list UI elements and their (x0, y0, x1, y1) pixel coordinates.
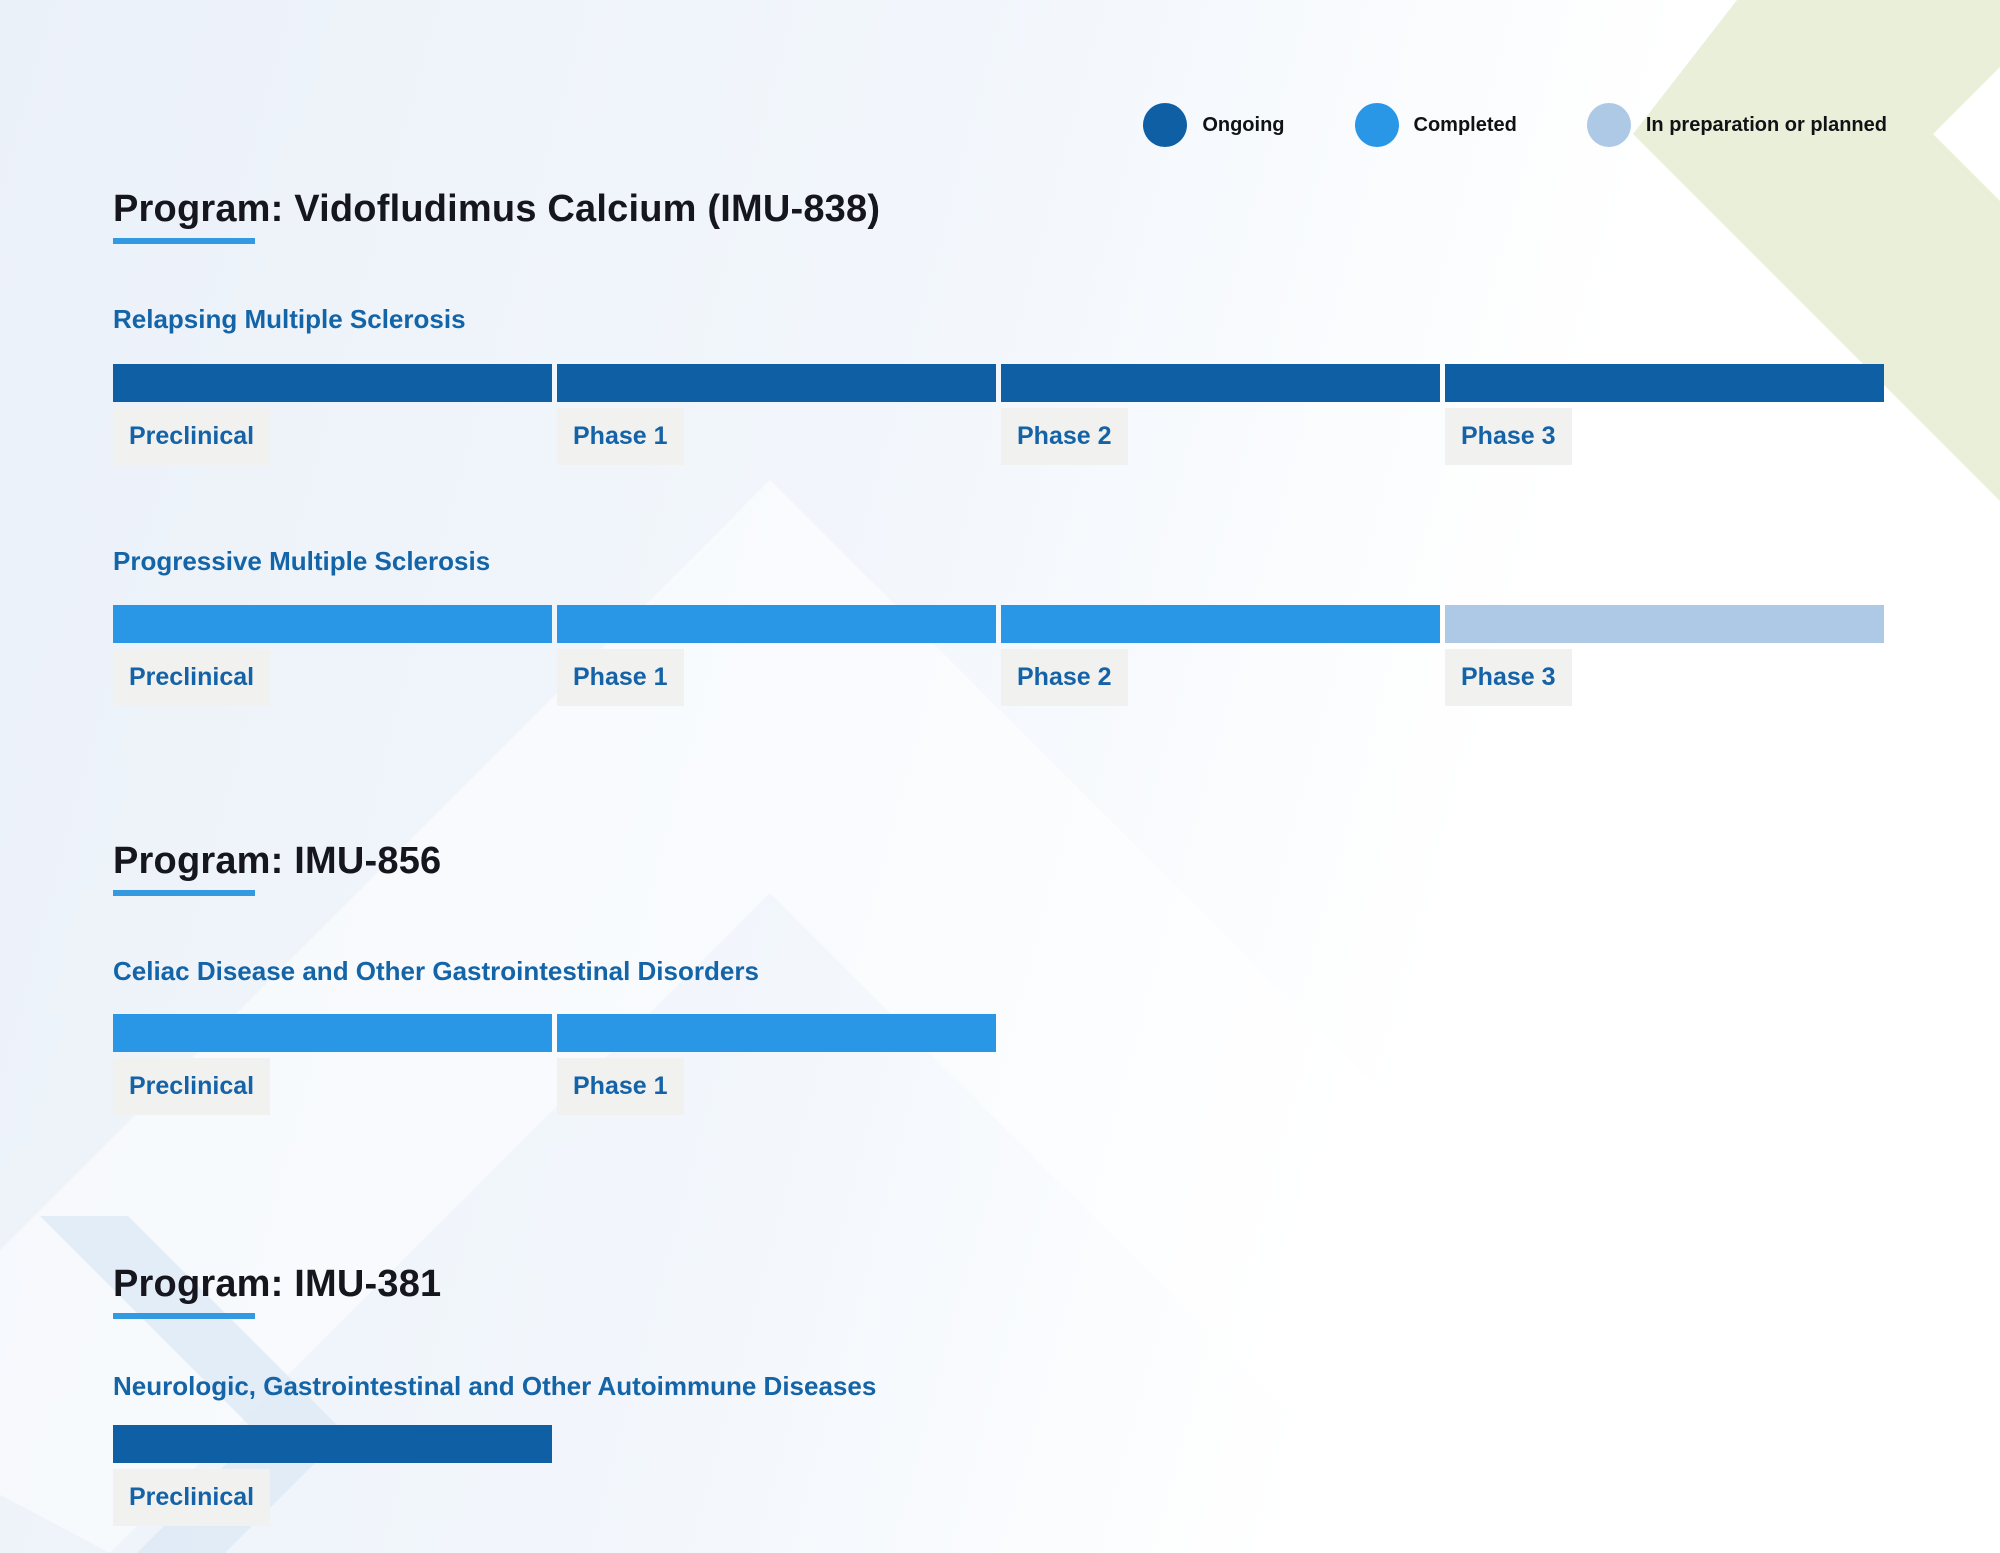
legend: Ongoing Completed In preparation or plan… (1143, 103, 1887, 147)
phase-bar (1001, 364, 1440, 402)
phase-row-celiac: Preclinical Phase 1 (113, 1014, 1884, 1115)
phase-label-badge: Preclinical (113, 1058, 271, 1115)
phase-label-badge: Phase 1 (557, 408, 684, 465)
indication-progressive-ms: Progressive Multiple Sclerosis (113, 546, 491, 576)
phase-cell: Preclinical (113, 1014, 552, 1115)
phase-cell: Preclinical (113, 1425, 552, 1526)
phase-label-badge: Preclinical (113, 408, 271, 465)
phase-cell-empty (1001, 1425, 1440, 1526)
phase-bar (1001, 605, 1440, 643)
phase-label-badge: Phase 3 (1445, 408, 1572, 465)
phase-bar (1445, 605, 1884, 643)
phase-label: Phase 1 (573, 1072, 668, 1100)
phase-label: Phase 2 (1017, 663, 1112, 691)
phase-bar (113, 1014, 552, 1052)
phase-cell: Phase 3 (1445, 605, 1884, 706)
legend-label-ongoing: Ongoing (1202, 113, 1285, 136)
phase-label: Phase 2 (1017, 422, 1112, 450)
phase-cell-empty (1445, 1014, 1884, 1115)
phase-cell: Phase 1 (557, 1014, 996, 1115)
legend-item-completed: Completed (1354, 103, 1517, 147)
phase-label: Preclinical (129, 1483, 255, 1511)
program-title-imu381-text: Program: IMU-381 (113, 1263, 442, 1305)
phase-bar (113, 1425, 552, 1463)
phase-label-badge: Phase 2 (1001, 408, 1128, 465)
phase-label-badge: Phase 1 (557, 649, 684, 706)
legend-item-ongoing: Ongoing (1143, 103, 1285, 147)
legend-item-planned: In preparation or planned (1586, 103, 1887, 147)
phase-label-badge: Preclinical (113, 1469, 271, 1526)
phase-cell: Phase 3 (1445, 364, 1884, 465)
phase-label-badge: Preclinical (113, 649, 271, 706)
program-title-imu838-text: Program: Vidofludimus Calcium (IMU-838) (113, 188, 881, 230)
indication-celiac: Celiac Disease and Other Gastrointestina… (113, 956, 759, 986)
legend-dot-ongoing-icon (1143, 103, 1188, 147)
phase-label-badge: Phase 3 (1445, 649, 1572, 706)
phase-cell: Phase 2 (1001, 364, 1440, 465)
phase-bar (557, 1014, 996, 1052)
phase-bar (113, 605, 552, 643)
phase-label: Phase 1 (573, 422, 668, 450)
phase-bar (557, 605, 996, 643)
phase-bar (113, 364, 552, 402)
phase-cell-empty (1001, 1014, 1440, 1115)
phase-label-badge: Phase 1 (557, 1058, 684, 1115)
phase-cell: Phase 1 (557, 364, 996, 465)
title-underline (113, 890, 255, 896)
title-underline (113, 238, 255, 244)
program-title-imu856-text: Program: IMU-856 (113, 840, 442, 882)
phase-label: Preclinical (129, 1072, 255, 1100)
legend-label-completed: Completed (1413, 113, 1517, 136)
title-underline (113, 1313, 255, 1319)
phase-cell: Preclinical (113, 605, 552, 706)
phase-label-badge: Phase 2 (1001, 649, 1128, 706)
phase-row-relapsing-ms: Preclinical Phase 1 Phase 2 Phase 3 (113, 364, 1884, 465)
phase-cell: Preclinical (113, 364, 552, 465)
legend-dot-planned-icon (1586, 103, 1631, 147)
legend-dot-completed-icon (1354, 103, 1399, 147)
indication-relapsing-ms: Relapsing Multiple Sclerosis (113, 304, 466, 334)
legend-label-planned: In preparation or planned (1645, 113, 1887, 136)
program-title-imu838: Program: Vidofludimus Calcium (IMU-838) (113, 186, 880, 244)
phase-row-progressive-ms: Preclinical Phase 1 Phase 2 Phase 3 (113, 605, 1884, 706)
phase-bar (1445, 364, 1884, 402)
phase-bar (557, 364, 996, 402)
phase-label: Phase 1 (573, 663, 668, 691)
indication-neurologic: Neurologic, Gastrointestinal and Other A… (113, 1371, 877, 1401)
phase-cell-empty (1445, 1425, 1884, 1526)
phase-label: Preclinical (129, 663, 255, 691)
phase-cell: Phase 1 (557, 605, 996, 706)
phase-label: Preclinical (129, 422, 255, 450)
program-title-imu381: Program: IMU-381 (113, 1261, 441, 1319)
program-title-imu856: Program: IMU-856 (113, 838, 441, 896)
phase-cell-empty (557, 1425, 996, 1526)
phase-label: Phase 3 (1461, 422, 1556, 450)
phase-label: Phase 3 (1461, 663, 1556, 691)
phase-cell: Phase 2 (1001, 605, 1440, 706)
phase-row-neurologic: Preclinical (113, 1425, 1884, 1526)
